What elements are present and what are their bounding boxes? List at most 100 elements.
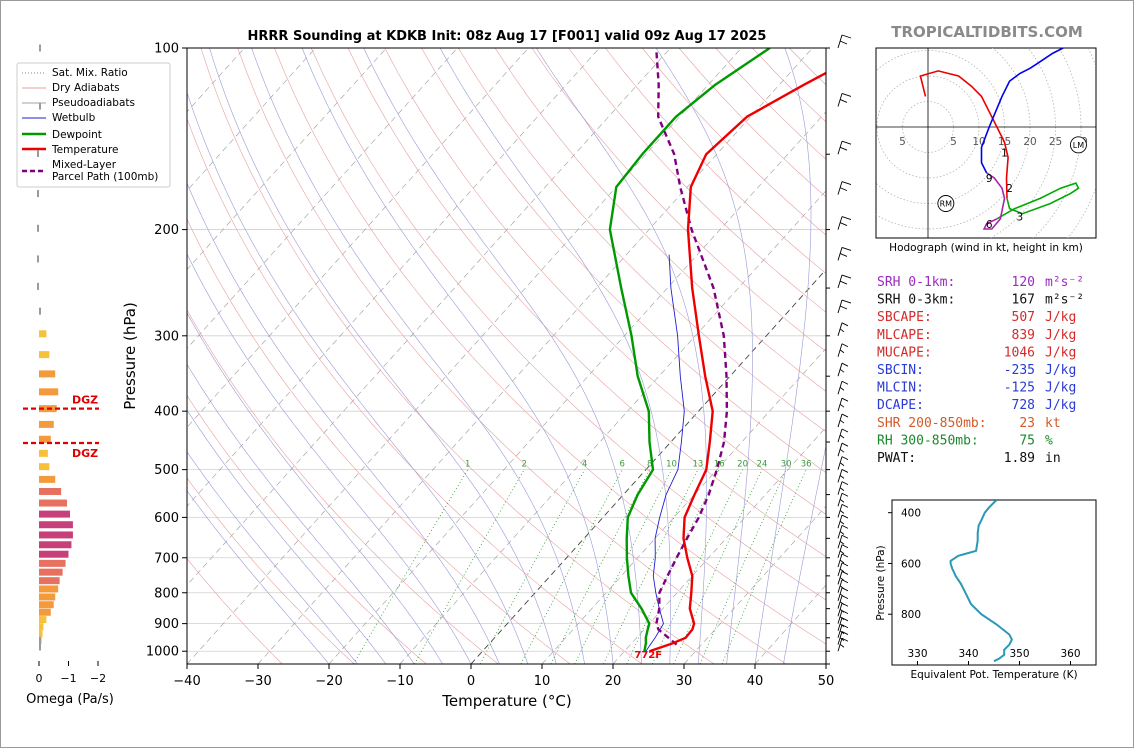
y-tick-label: 500 (154, 463, 179, 478)
x-tick-label: 20 (605, 674, 622, 689)
pseudoadiabat (536, 48, 707, 664)
omega-bar (37, 282, 39, 290)
isotherm (187, 48, 742, 664)
omega-x-tick-label: −1 (60, 672, 76, 685)
wind-barb (837, 397, 849, 412)
index-label: DCAPE: (877, 398, 924, 413)
hodograph-segment (996, 126, 1009, 199)
index-unit: J/kg (1045, 328, 1076, 343)
omega-x-tick-label: −2 (90, 672, 106, 685)
theta-e-y-tick-label: 400 (901, 508, 921, 520)
mixing-ratio-label: 20 (737, 460, 748, 470)
isotherm (187, 48, 600, 507)
mixing-ratio-line (651, 469, 743, 664)
pseudoadiabat (363, 48, 642, 664)
theta-e-y-tick-label: 800 (901, 609, 921, 621)
wind-barb (837, 343, 849, 357)
hodograph-height-label: 2 (1006, 183, 1013, 195)
mixing-ratio-label: 2 (521, 460, 526, 470)
legend-parcel-line: Parcel Path (100mb) (52, 171, 158, 183)
hodograph-ring-label: 5 (950, 136, 957, 148)
hodograph-height-label: 1 (1001, 148, 1008, 160)
omega-bar (39, 593, 56, 601)
hodograph-ring-label: 5 (899, 136, 906, 148)
pseudoadiabat (251, 48, 585, 664)
omega-bar (39, 601, 54, 609)
index-value: 75 (1019, 433, 1035, 448)
index-value: -235 (1004, 363, 1035, 378)
index-label: MUCAPE: (877, 345, 932, 360)
omega-bar (39, 307, 41, 315)
surface-temperature-label: 772F (634, 650, 662, 661)
pseudoadiabat (187, 490, 330, 664)
index-value: 1046 (1004, 345, 1035, 360)
omega-panel: DGZ DGZ 0 −1 −2 (23, 44, 106, 685)
dry-adiabat (310, 48, 826, 601)
legend-entry-mixratio: Sat. Mix. Ratio (52, 67, 128, 79)
index-value: 728 (1012, 398, 1035, 413)
dry-adiabat (384, 48, 826, 515)
x-tick-label: −10 (386, 674, 413, 689)
wind-barb (837, 534, 849, 549)
wind-barb (837, 181, 852, 195)
omega-bar (39, 559, 66, 567)
x-tick-label: 50 (818, 674, 835, 689)
index-label: SRH 0-1km: (877, 275, 955, 290)
index-label: SBCAPE: (877, 310, 932, 325)
mixing-ratio-line (673, 469, 763, 664)
isotherm (187, 48, 387, 271)
sounding-indices: SRH 0-1km: 120 m²s⁻² SRH 0-3km: 167 m²s⁻² SBCA… (877, 275, 1084, 466)
skewt-legend: Sat. Mix. Ratio Dry Adiabats Pseudoadiab… (16, 62, 171, 188)
wind-barb (837, 380, 849, 395)
omega-x-tick-label: 0 (36, 672, 43, 685)
storm-motion-label: RM (940, 200, 953, 209)
hodograph-segment (982, 172, 1006, 230)
dry-adiabat (458, 48, 826, 432)
dry-adiabat (187, 218, 571, 664)
y-tick-label: 800 (154, 586, 179, 601)
omega-bar (39, 435, 51, 443)
legend-entry-dewpoint: Dewpoint (52, 129, 102, 141)
wind-barb (837, 587, 849, 601)
pseudoadiabat (187, 363, 415, 664)
mixing-ratio-label: 30 (781, 460, 792, 470)
legend-entry-pseudoadiabats: Pseudoadiabats (52, 97, 135, 109)
index-label: RH 300-850mb: (877, 433, 979, 448)
hodograph-ring-label: 25 (1049, 136, 1062, 148)
theta-e-y-axis-label: Pressure (hPa) (875, 545, 887, 620)
mixing-ratio-label: 8 (647, 460, 652, 470)
theta-e-x-tick-label: 350 (1009, 648, 1029, 660)
wind-barb (837, 413, 849, 428)
wind-barb (837, 595, 849, 609)
omega-bar (39, 330, 47, 338)
isotherm (187, 48, 529, 428)
pseudoadiabat (187, 91, 529, 664)
theta-e-plot (949, 500, 1014, 663)
pseudoadiabat (187, 182, 500, 664)
mixing-ratio-label: 24 (757, 460, 768, 470)
pseudoadiabat (187, 253, 472, 664)
dry-adiabat (494, 48, 826, 392)
omega-bar (39, 102, 41, 110)
omega-bar (39, 475, 56, 483)
isotherm (187, 48, 458, 349)
theta-e-x-axis-label: Equivalent Pot. Temperature (K) (910, 669, 1077, 681)
omega-bar (39, 643, 41, 651)
dry-adiabat (187, 117, 643, 664)
isotherm (187, 48, 671, 586)
chart-title: HRRR Sounding at KDKB Init: 08z Aug 17 [… (248, 29, 767, 44)
y-tick-label: 300 (154, 329, 179, 344)
pseudoadiabat (301, 48, 614, 664)
mixing-ratio-label: 10 (666, 460, 677, 470)
isotherm (541, 347, 826, 664)
wind-barb (837, 544, 849, 558)
x-tick-label: 0 (467, 674, 475, 689)
wind-barb (837, 469, 849, 483)
index-unit: J/kg (1045, 398, 1076, 413)
mixing-ratio-line (520, 469, 623, 664)
wind-barb (837, 216, 852, 230)
wind-barb (837, 456, 849, 470)
dry-adiabat (531, 48, 826, 352)
omega-bar (39, 636, 42, 644)
index-value: 120 (1012, 275, 1035, 290)
